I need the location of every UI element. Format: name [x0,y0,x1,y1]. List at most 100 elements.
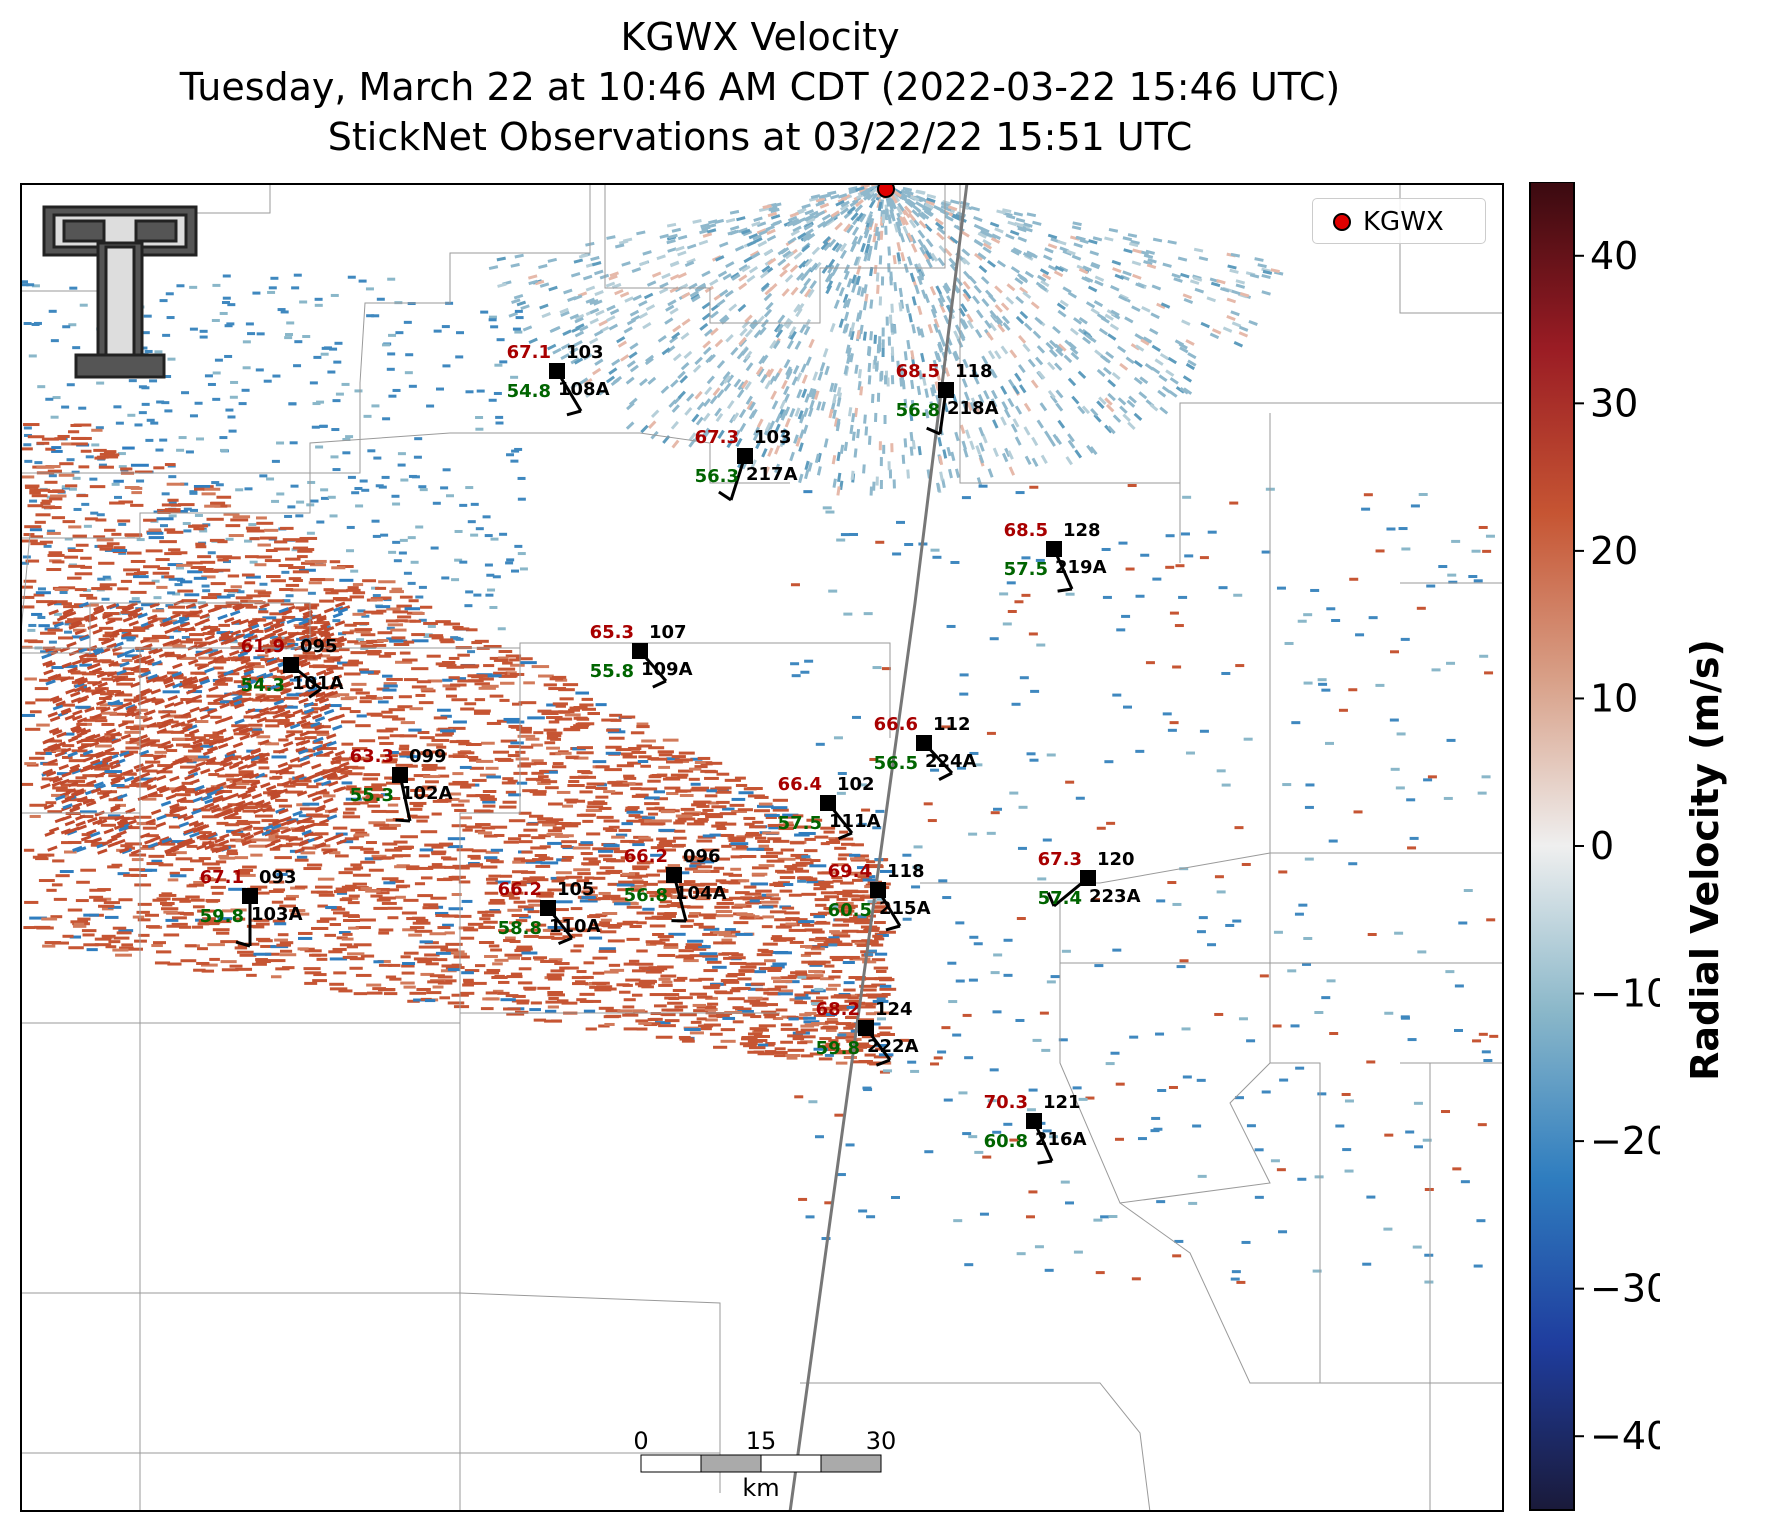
colorbar-tick-label: 40 [1590,234,1638,278]
colorbar: 40 30 20 10 0 −10 −20 −30 −40 [1529,182,1660,1511]
station-id: 222A [867,1036,919,1057]
station-pressure: 128 [1063,520,1101,541]
station-temperature: 61.9 [241,636,285,657]
station-219A: 68.5 128 57.5 219A [1004,520,1107,593]
colorbar-tick-label: −40 [1590,1414,1660,1458]
station-dewpoint: 56.8 [624,885,668,906]
station-temperature: 69.4 [828,861,872,882]
velocity-map: 67.1 103 54.8 108A 68.5 118 56.8 218A 67.3 103 56.… [20,183,1504,1512]
colorbar-ticks: 40 30 20 10 0 −10 −20 −30 −40 [1574,234,1660,1458]
station-dewpoint: 54.8 [507,381,551,402]
station-id: 216A [1035,1129,1087,1150]
station-temperature: 66.2 [498,879,542,900]
station-marker [916,735,932,751]
station-id: 110A [549,916,601,937]
station-pressure: 121 [1043,1092,1081,1113]
wind-barb-flag [926,426,941,436]
colorbar-label: Radial Velocity (m/s) [1683,639,1727,1081]
station-pressure: 096 [683,846,721,867]
radar-dot-icon [1333,213,1351,231]
station-marker [938,382,954,398]
station-pressure: 118 [955,361,993,382]
station-dewpoint: 56.3 [695,466,739,487]
station-temperature: 66.6 [874,714,918,735]
station-pressure: 099 [409,746,447,767]
scale-tick-30: 30 [866,1427,897,1455]
station-217A: 67.3 103 56.3 217A [695,427,798,502]
scale-unit: km [742,1474,779,1502]
station-marker [283,657,299,673]
station-id: 109A [641,659,693,680]
station-215A: 69.4 118 60.5 215A [828,861,931,932]
station-marker [870,882,886,898]
station-marker [632,643,648,659]
station-222A: 68.2 124 59.8 222A [816,999,919,1067]
station-pressure: 118 [887,861,925,882]
station-218A: 68.5 118 56.8 218A [896,361,999,436]
station-temperature: 67.3 [695,427,739,448]
station-pressure: 107 [649,622,687,643]
station-marker [242,888,258,904]
station-temperature: 67.3 [1038,849,1082,870]
wind-barb-flag [308,687,322,699]
wind-barb-flag [1037,1159,1053,1165]
station-103A: 67.1 093 59.8 103A [200,867,303,948]
wind-barb-flag [652,679,667,689]
station-pressure: 102 [837,774,875,795]
station-marker [549,363,565,379]
colorbar-tick-label: 10 [1590,676,1638,720]
station-marker [1026,1113,1042,1129]
station-temperature: 68.2 [816,999,860,1020]
station-temperature: 70.3 [984,1092,1028,1113]
velocity-layer [20,183,1499,1284]
station-id: 215A [879,898,931,919]
station-id: 101A [292,673,344,694]
station-dewpoint: 57.5 [778,813,822,834]
legend-label: KGWX [1363,207,1444,237]
county-boundaries [20,183,1504,1512]
station-109A: 65.3 107 55.8 109A [590,622,693,689]
station-224A: 66.6 112 56.5 224A [874,714,977,781]
station-marker [666,867,682,883]
station-id: 111A [829,811,881,832]
station-dewpoint: 59.8 [200,906,244,927]
station-dewpoint: 57.5 [1004,559,1048,580]
colorbar-tick-label: −10 [1590,972,1660,1016]
map-frame [20,183,1504,1512]
station-marker [1046,541,1062,557]
colorbar-tick-label: −30 [1590,1267,1660,1311]
colorbar-tick-label: 20 [1590,529,1638,573]
station-dewpoint: 57.4 [1038,888,1082,909]
station-pressure: 124 [875,999,913,1020]
station-id: 103A [251,904,303,925]
title-line-1: KGWX Velocity [620,15,900,59]
station-dewpoint: 54.3 [241,675,285,696]
station-dewpoint: 56.8 [896,400,940,421]
station-id: 223A [1089,886,1141,907]
station-id: 108A [558,379,610,400]
wind-barb-flag [718,490,732,502]
colorbar-tick-label: 0 [1590,824,1614,868]
station-temperature: 67.1 [507,342,551,363]
station-id: 224A [925,751,977,772]
wind-barb-flag [395,818,411,823]
station-104A: 66.2 096 56.8 104A [624,846,727,923]
station-pressure: 105 [557,879,595,900]
station-pressure: 095 [300,636,338,657]
station-102A: 63.3 099 55.3 102A [350,746,453,823]
station-dewpoint: 58.8 [498,918,542,939]
station-dewpoint: 56.5 [874,753,918,774]
station-111A: 66.4 102 57.5 111A [778,774,881,841]
radar-beam-line [788,183,969,1512]
wind-barb-flag [566,409,582,417]
station-marker [1080,870,1096,886]
wind-barb-flag [1057,587,1073,593]
station-temperature: 66.2 [624,846,668,867]
station-temperature: 68.5 [1004,520,1048,541]
station-id: 102A [401,783,453,804]
station-101A: 61.9 095 54.3 101A [241,636,344,699]
station-temperature: 67.1 [200,867,244,888]
wind-barb-flag [938,771,953,781]
station-marker [392,767,408,783]
texas-tech-logo-icon [42,205,198,379]
